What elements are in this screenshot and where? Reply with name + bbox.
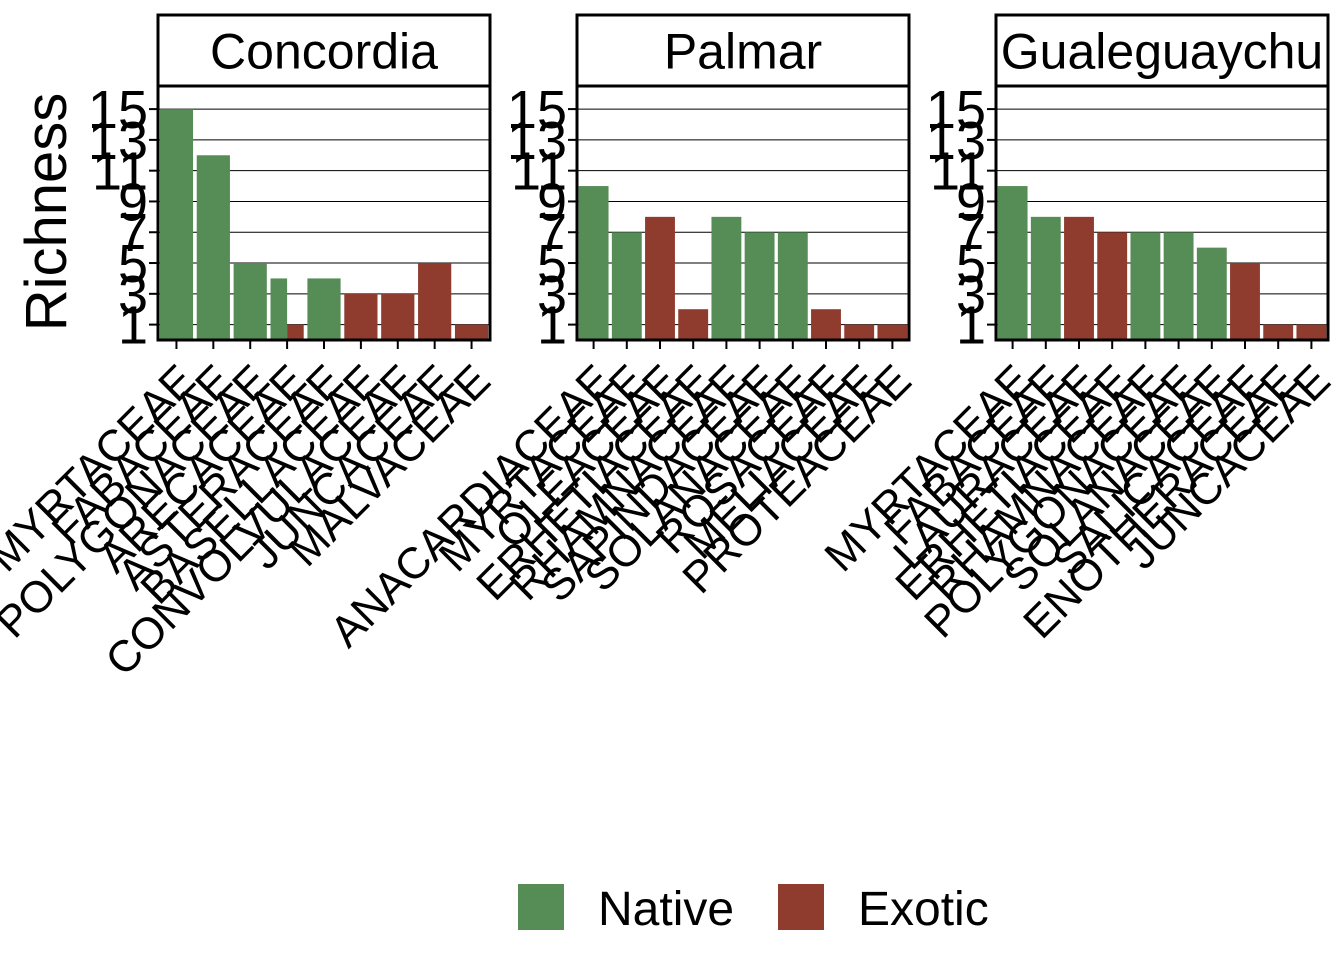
bar-native [611, 232, 642, 340]
y-tick-label: 7 [956, 203, 986, 263]
bar-exotic [1263, 324, 1294, 340]
panel-border [994, 84, 1330, 342]
panel-border [575, 84, 911, 342]
bar-exotic [877, 324, 908, 340]
y-tick-label: 9 [118, 172, 148, 232]
y-tick-label: 11 [92, 142, 148, 202]
bar-exotic [1230, 263, 1260, 340]
y-tick-label: 1 [537, 296, 567, 356]
legend-label-native: Native [598, 883, 734, 936]
y-tick-label: 13 [926, 111, 986, 171]
legend-label-exotic: Exotic [858, 883, 989, 936]
y-tick-label: 5 [537, 234, 567, 294]
bar-native [744, 232, 775, 340]
bar-exotic [381, 293, 415, 340]
y-tick-label: 9 [956, 172, 986, 232]
y-tick-label: 3 [118, 265, 148, 325]
bar-native [233, 263, 267, 340]
bar-native [307, 278, 341, 340]
bar-native [270, 278, 288, 340]
bar-native [1196, 247, 1227, 340]
y-tick-label: 11 [511, 142, 567, 202]
bar-exotic [844, 324, 875, 340]
bar-exotic [645, 216, 675, 340]
y-tick-label: 15 [88, 80, 148, 140]
bar-exotic [1064, 216, 1094, 340]
legend: Native Exotic [518, 883, 989, 936]
bar-exotic [1296, 324, 1327, 340]
legend-key-native [518, 884, 564, 930]
bar-exotic [344, 293, 378, 340]
y-tick-label: 15 [507, 80, 567, 140]
y-tick-label: 1 [118, 296, 148, 356]
y-tick-label: 9 [537, 172, 567, 232]
bar-exotic [287, 324, 304, 340]
bar-native [196, 155, 230, 340]
y-tick-label: 5 [956, 234, 986, 294]
bar-exotic [454, 324, 489, 340]
bar-exotic [678, 309, 709, 340]
panel-strip [156, 13, 492, 88]
bar-native [997, 186, 1028, 340]
panel-strip [575, 13, 911, 88]
bar-native [1030, 216, 1061, 340]
y-tick-label: 13 [507, 111, 567, 171]
y-tick-label: 13 [88, 111, 148, 171]
bar-exotic [1097, 232, 1128, 340]
y-tick-label: 3 [956, 265, 986, 325]
y-tick-label: 15 [926, 80, 986, 140]
panel-title: Gualeguaychu [1001, 24, 1323, 80]
bar-native [711, 216, 742, 340]
panel-palmar: Palmar13579111315ANACARDIACEAEMYRTACEAEO… [321, 13, 921, 657]
panel-title: Palmar [664, 24, 822, 80]
panel-strip [994, 13, 1330, 88]
bar-native [777, 232, 808, 340]
panel-title: Concordia [210, 24, 438, 80]
y-tick-label: 11 [930, 142, 986, 202]
bar-native [578, 186, 609, 340]
y-tick-label: 5 [118, 234, 148, 294]
bar-native [1163, 232, 1194, 340]
bar-native [159, 109, 194, 340]
y-tick-label: 1 [956, 296, 986, 356]
y-tick-label: 7 [118, 203, 148, 263]
y-tick-label: 7 [537, 203, 567, 263]
chart-panels: Concordia13579111315MYRTACEAEFABACEAEPOL… [0, 13, 1340, 685]
bar-native [1130, 232, 1161, 340]
bar-exotic [811, 309, 841, 340]
legend-key-exotic [778, 884, 824, 930]
y-tick-label: 3 [537, 265, 567, 325]
y-axis-title: Richness [14, 93, 79, 332]
bar-exotic [418, 263, 452, 340]
